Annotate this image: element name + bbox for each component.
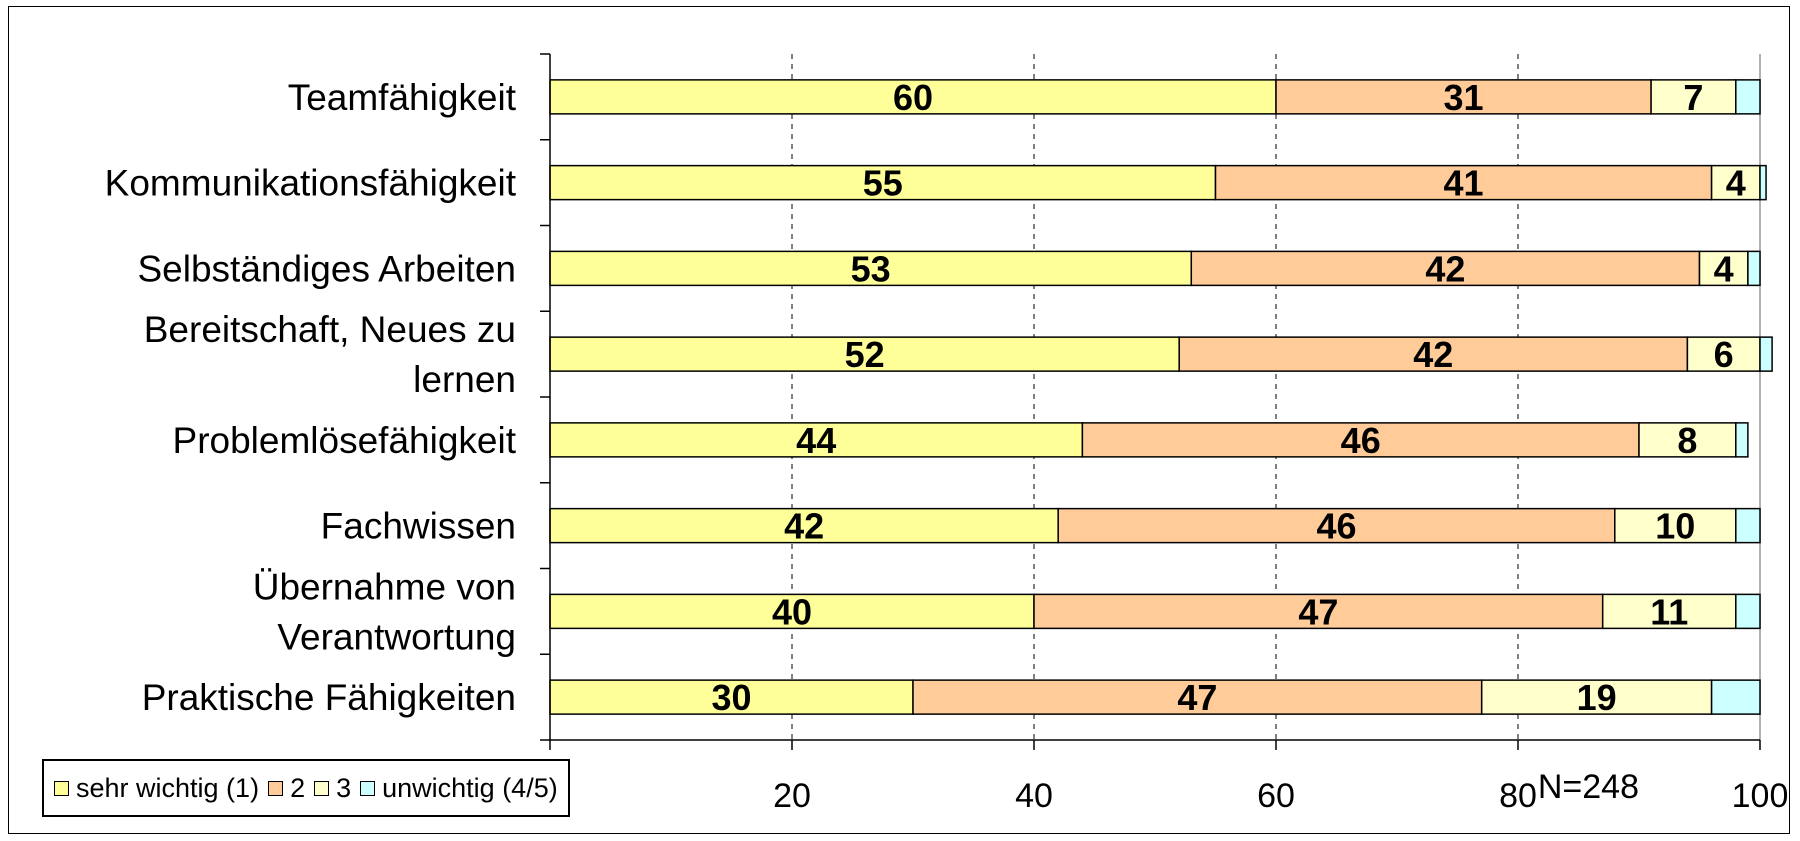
data-label-0-1: 31 [1444,77,1484,118]
data-label-7-2: 19 [1577,677,1617,718]
data-label-7-1: 47 [1177,677,1217,718]
category-label-0: Teamfähigkeit [288,77,517,118]
category-label-6-1: Verantwortung [277,616,516,657]
data-label-0-2: 7 [1683,77,1703,118]
category-label-7: Praktische Fähigkeiten [142,677,516,718]
bar-0-1 [1275,79,1652,115]
x-tick-label-40: 40 [1015,777,1053,815]
bar-0-0 [549,79,1277,115]
chart-svg: 60 31 7 Teamfähigkeit 55 41 4 Kommunikationsfäh… [105,53,1789,815]
data-label-4-1: 46 [1341,420,1381,461]
legend-swatch-3 [360,780,376,796]
legend-label-0: sehr wichtig (1) [76,772,260,803]
data-label-2-2: 4 [1714,248,1734,289]
legend-label-1: 2 [290,772,306,803]
data-label-6-2: 11 [1650,591,1688,632]
data-label-4-2: 8 [1677,420,1697,461]
legend-item-1: 2 [268,773,305,804]
bar-2-0 [549,250,1193,287]
category-label-5: Fachwissen [321,506,516,547]
data-label-1-0: 55 [863,163,903,204]
bar-6-1 [1033,593,1604,630]
bar-5-0 [549,507,1059,544]
data-label-2-0: 53 [851,248,891,289]
bar-5-2 [1614,507,1737,544]
category-label-6-0: Übernahme von [253,566,516,607]
bar-0-2 [1650,79,1737,115]
bar-3-3 [1759,336,1773,372]
data-label-4-0: 44 [796,420,836,461]
data-label-5-1: 46 [1316,506,1356,547]
x-tick-label-20: 20 [773,777,811,815]
legend-item-0: sehr wichtig (1) [54,773,259,804]
bar-1-1 [1214,164,1713,201]
data-label-3-0: 52 [845,334,885,375]
legend-label-2: 3 [336,772,352,803]
x-tick-label-60: 60 [1257,777,1295,815]
legend-item-2: 3 [314,773,351,804]
legend-swatch-2 [314,780,330,796]
legend: sehr wichtig (1) 2 3 unwichtig (4/5) [42,759,570,817]
category-label-2: Selbständiges Arbeiten [138,248,517,289]
category-label-3-0: Bereitschaft, Neues zu [144,309,516,350]
bar-4-2 [1638,422,1737,458]
bar-7-2 [1480,679,1713,715]
bar-5-3 [1735,507,1761,544]
bar-7-0 [549,679,914,715]
data-label-2-1: 42 [1425,248,1465,289]
bar-3-1 [1178,336,1689,372]
data-label-5-0: 42 [784,506,824,547]
data-label-6-1: 47 [1298,591,1338,632]
x-tick-label-100: 100 [1732,777,1789,815]
bar-7-1 [912,679,1483,715]
category-label-4: Problemlösefähigkeit [173,420,517,461]
x-tick-label-80: 80 [1499,777,1537,815]
data-label-7-0: 30 [711,677,751,718]
legend-swatch-1 [268,780,284,796]
category-label-1: Kommunikationsfähigkeit [105,163,517,204]
bar-5-1 [1057,507,1616,544]
bar-1-3 [1759,164,1767,201]
sample-size-annotation: N=248 [1538,768,1639,806]
bar-6-2 [1601,593,1737,630]
data-label-3-2: 6 [1714,334,1734,375]
bar-4-3 [1735,422,1749,458]
chart-frame: 60 31 7 Teamfähigkeit 55 41 4 Kommunikationsfäh… [8,6,1790,834]
legend-swatch-0 [54,780,69,796]
bar-2-2 [1698,250,1749,287]
data-label-3-1: 42 [1413,334,1453,375]
data-label-1-1: 41 [1444,163,1484,204]
bar-0-3 [1735,79,1761,115]
data-label-5-2: 10 [1655,506,1695,547]
data-label-0-0: 60 [893,77,933,118]
legend-label-3: unwichtig (4/5) [382,772,558,803]
bar-6-0 [549,593,1035,630]
bar-2-3 [1747,250,1761,287]
category-label-3-1: lernen [413,359,516,400]
bar-6-3 [1735,593,1761,630]
data-label-1-2: 4 [1726,163,1746,204]
bar-7-3 [1710,679,1761,715]
legend-item-3: unwichtig (4/5) [360,773,558,804]
data-label-6-0: 40 [772,591,812,632]
